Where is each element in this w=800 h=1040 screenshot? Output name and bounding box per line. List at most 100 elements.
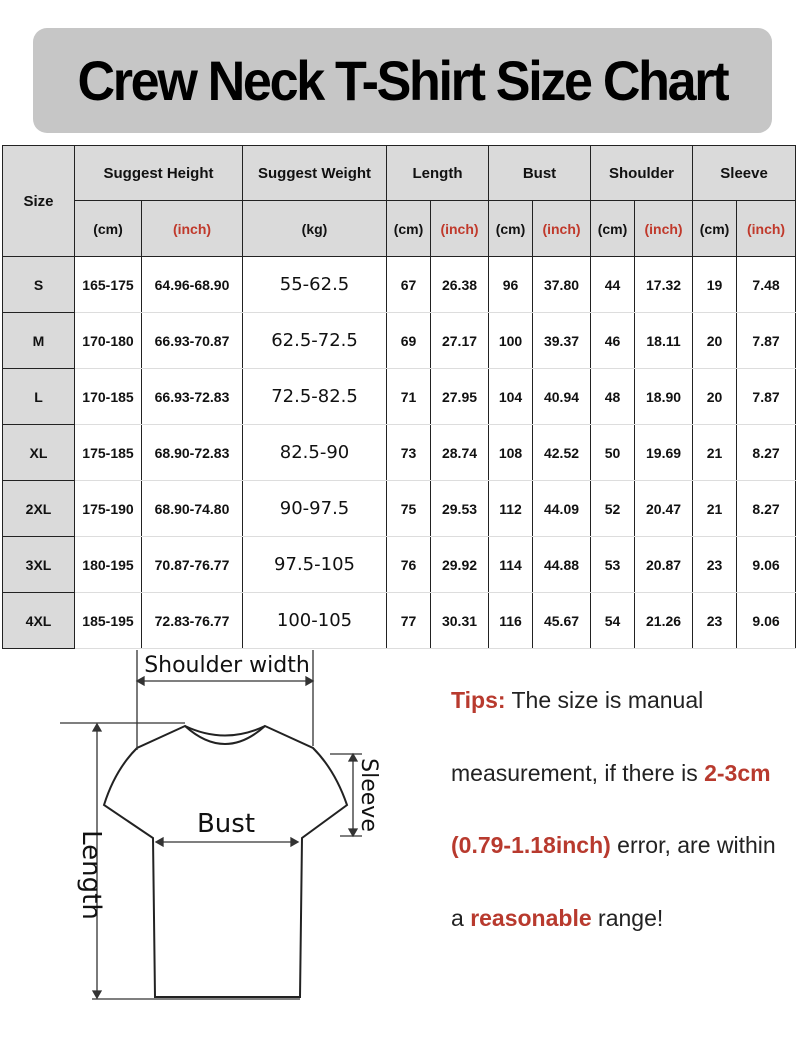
tips-text-2: error, are within a <box>451 832 776 931</box>
tips-label: Tips: <box>451 687 506 713</box>
unit-header: (inch) <box>736 200 797 257</box>
cell-sleeve-cm: 23 <box>692 592 738 649</box>
cell-size: 2XL <box>2 480 75 537</box>
header-row-groups: Size Suggest Height Suggest Weight Lengt… <box>2 145 797 257</box>
cell-shoulder-inch: 20.87 <box>634 536 694 593</box>
cell-size: S <box>2 256 75 313</box>
cell-length-inch: 28.74 <box>430 424 490 481</box>
unit-header: (inch) <box>140 200 244 257</box>
cell-shoulder-cm: 48 <box>590 368 636 425</box>
cell-length-cm: 77 <box>386 592 432 649</box>
cell-length-cm: 76 <box>386 536 432 593</box>
cell-bust-inch: 40.94 <box>532 368 592 425</box>
cell-sleeve-inch: 8.27 <box>736 424 797 481</box>
cell-length-cm: 69 <box>386 312 432 369</box>
cell-shoulder-inch: 18.11 <box>634 312 694 369</box>
cell-bust-cm: 116 <box>488 592 534 649</box>
cell-sleeve-inch: 9.06 <box>736 592 797 649</box>
cell-height-cm: 170-185 <box>74 368 142 425</box>
cell-bust-inch: 42.52 <box>532 424 592 481</box>
cell-shoulder-cm: 50 <box>590 424 636 481</box>
header-suggest-height: Suggest Height <box>73 145 244 201</box>
cell-weight-kg: 97.5-105 <box>242 536 388 593</box>
cell-sleeve-inch: 7.87 <box>736 368 797 425</box>
cell-sleeve-inch: 9.06 <box>736 536 797 593</box>
unit-header: (inch) <box>634 200 694 257</box>
unit-header: (cm) <box>74 200 142 257</box>
table-row: S 165-175 64.96-68.90 55-62.5 67 26.38 96 37.80… <box>2 256 797 313</box>
cell-sleeve-cm: 21 <box>692 480 738 537</box>
cell-shoulder-inch: 21.26 <box>634 592 694 649</box>
cell-height-cm: 170-180 <box>74 312 142 369</box>
cell-shoulder-inch: 17.32 <box>634 256 694 313</box>
cell-weight-kg: 90-97.5 <box>242 480 388 537</box>
cell-length-inch: 29.53 <box>430 480 490 537</box>
size-table: Size Suggest Height Suggest Weight Lengt… <box>2 145 797 649</box>
cell-sleeve-cm: 19 <box>692 256 738 313</box>
cell-bust-cm: 114 <box>488 536 534 593</box>
cell-height-cm: 185-195 <box>74 592 142 649</box>
cell-length-inch: 26.38 <box>430 256 490 313</box>
sleeve-label: Sleeve <box>356 758 381 832</box>
cell-height-cm: 165-175 <box>74 256 142 313</box>
cell-sleeve-cm: 20 <box>692 368 738 425</box>
unit-header: (inch) <box>430 200 490 257</box>
cell-bust-inch: 44.88 <box>532 536 592 593</box>
cell-weight-kg: 100-105 <box>242 592 388 649</box>
unit-header: (cm) <box>488 200 534 257</box>
cell-size: XL <box>2 424 75 481</box>
size-header: Size <box>2 145 75 257</box>
bust-label: Bust <box>197 809 255 839</box>
header-row-units: (cm) (inch) (kg) (cm) (inch) (cm) (inch) (cm) (i… <box>3 200 797 257</box>
cell-bust-cm: 96 <box>488 256 534 313</box>
cell-size: 4XL <box>2 592 75 649</box>
cell-weight-kg: 72.5-82.5 <box>242 368 388 425</box>
unit-header: (cm) <box>590 200 636 257</box>
cell-shoulder-cm: 44 <box>590 256 636 313</box>
cell-length-inch: 27.17 <box>430 312 490 369</box>
tips-emphasis: reasonable <box>470 904 592 931</box>
tips-text-3: range! <box>591 904 664 931</box>
cell-shoulder-inch: 18.90 <box>634 368 694 425</box>
table-row: XL 175-185 68.90-72.83 82.5-90 73 28.74 108 42.… <box>2 424 797 481</box>
cell-weight-kg: 55-62.5 <box>242 256 388 313</box>
table-row: M 170-180 66.93-70.87 62.5-72.5 69 27.17 100 39… <box>2 312 797 369</box>
table-row: 3XL 180-195 70.87-76.77 97.5-105 76 29.92 114 4… <box>2 536 797 593</box>
cell-sleeve-cm: 20 <box>692 312 738 369</box>
cell-length-cm: 75 <box>386 480 432 537</box>
cell-height-inch: 66.93-70.87 <box>140 312 244 369</box>
cell-shoulder-cm: 53 <box>590 536 636 593</box>
page-title: Crew Neck T-Shirt Size Chart <box>77 49 730 112</box>
header-length: Length <box>386 145 490 201</box>
shoulder-width-label: Shoulder width <box>144 653 310 678</box>
cell-shoulder-cm: 46 <box>590 312 636 369</box>
cell-length-cm: 71 <box>386 368 432 425</box>
cell-height-inch: 72.83-76.77 <box>140 592 244 649</box>
unit-header: (cm) <box>386 200 432 257</box>
cell-height-cm: 175-185 <box>74 424 142 481</box>
tshirt-diagram: Shoulder width Bust Length Sleeve <box>60 650 381 1000</box>
cell-shoulder-cm: 52 <box>590 480 636 537</box>
cell-size: M <box>2 312 75 369</box>
cell-weight-kg: 82.5-90 <box>242 424 388 481</box>
cell-height-inch: 64.96-68.90 <box>140 256 244 313</box>
cell-shoulder-inch: 20.47 <box>634 480 694 537</box>
header-shoulder: Shoulder <box>590 145 694 201</box>
cell-bust-cm: 100 <box>488 312 534 369</box>
cell-bust-cm: 108 <box>488 424 534 481</box>
cell-sleeve-inch: 7.87 <box>736 312 797 369</box>
cell-weight-kg: 62.5-72.5 <box>242 312 388 369</box>
cell-length-cm: 67 <box>386 256 432 313</box>
cell-height-inch: 66.93-72.83 <box>140 368 244 425</box>
cell-bust-cm: 112 <box>488 480 534 537</box>
cell-height-inch: 70.87-76.77 <box>140 536 244 593</box>
table-row: 2XL 175-190 68.90-74.80 90-97.5 75 29.53 112 44… <box>2 480 797 537</box>
tips-range: 2-3cm (0.79-1.18inch) <box>451 759 771 859</box>
cell-height-cm: 180-195 <box>74 536 142 593</box>
cell-bust-inch: 39.37 <box>532 312 592 369</box>
tshirt-outline <box>102 724 349 998</box>
header-bust: Bust <box>488 145 592 201</box>
header-sleeve: Sleeve <box>692 145 797 201</box>
cell-length-inch: 27.95 <box>430 368 490 425</box>
unit-header: (inch) <box>532 200 592 257</box>
